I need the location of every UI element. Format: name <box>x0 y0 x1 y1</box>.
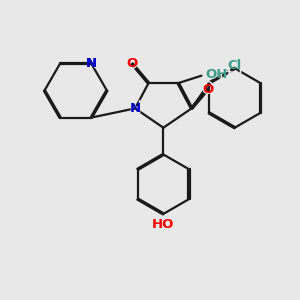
Text: Cl: Cl <box>228 59 242 72</box>
Text: N: N <box>86 57 97 70</box>
Text: O: O <box>202 82 214 96</box>
Text: OH: OH <box>205 68 227 81</box>
Text: N: N <box>85 56 98 71</box>
Text: O: O <box>201 80 215 98</box>
Text: OH: OH <box>205 65 232 83</box>
Text: N: N <box>129 99 142 117</box>
Text: Cl: Cl <box>226 59 243 77</box>
Text: N: N <box>86 57 97 70</box>
Text: O: O <box>125 55 139 73</box>
Text: HO: HO <box>150 217 177 235</box>
Text: HO: HO <box>152 218 175 231</box>
Text: O: O <box>127 57 138 70</box>
Text: N: N <box>130 102 141 115</box>
